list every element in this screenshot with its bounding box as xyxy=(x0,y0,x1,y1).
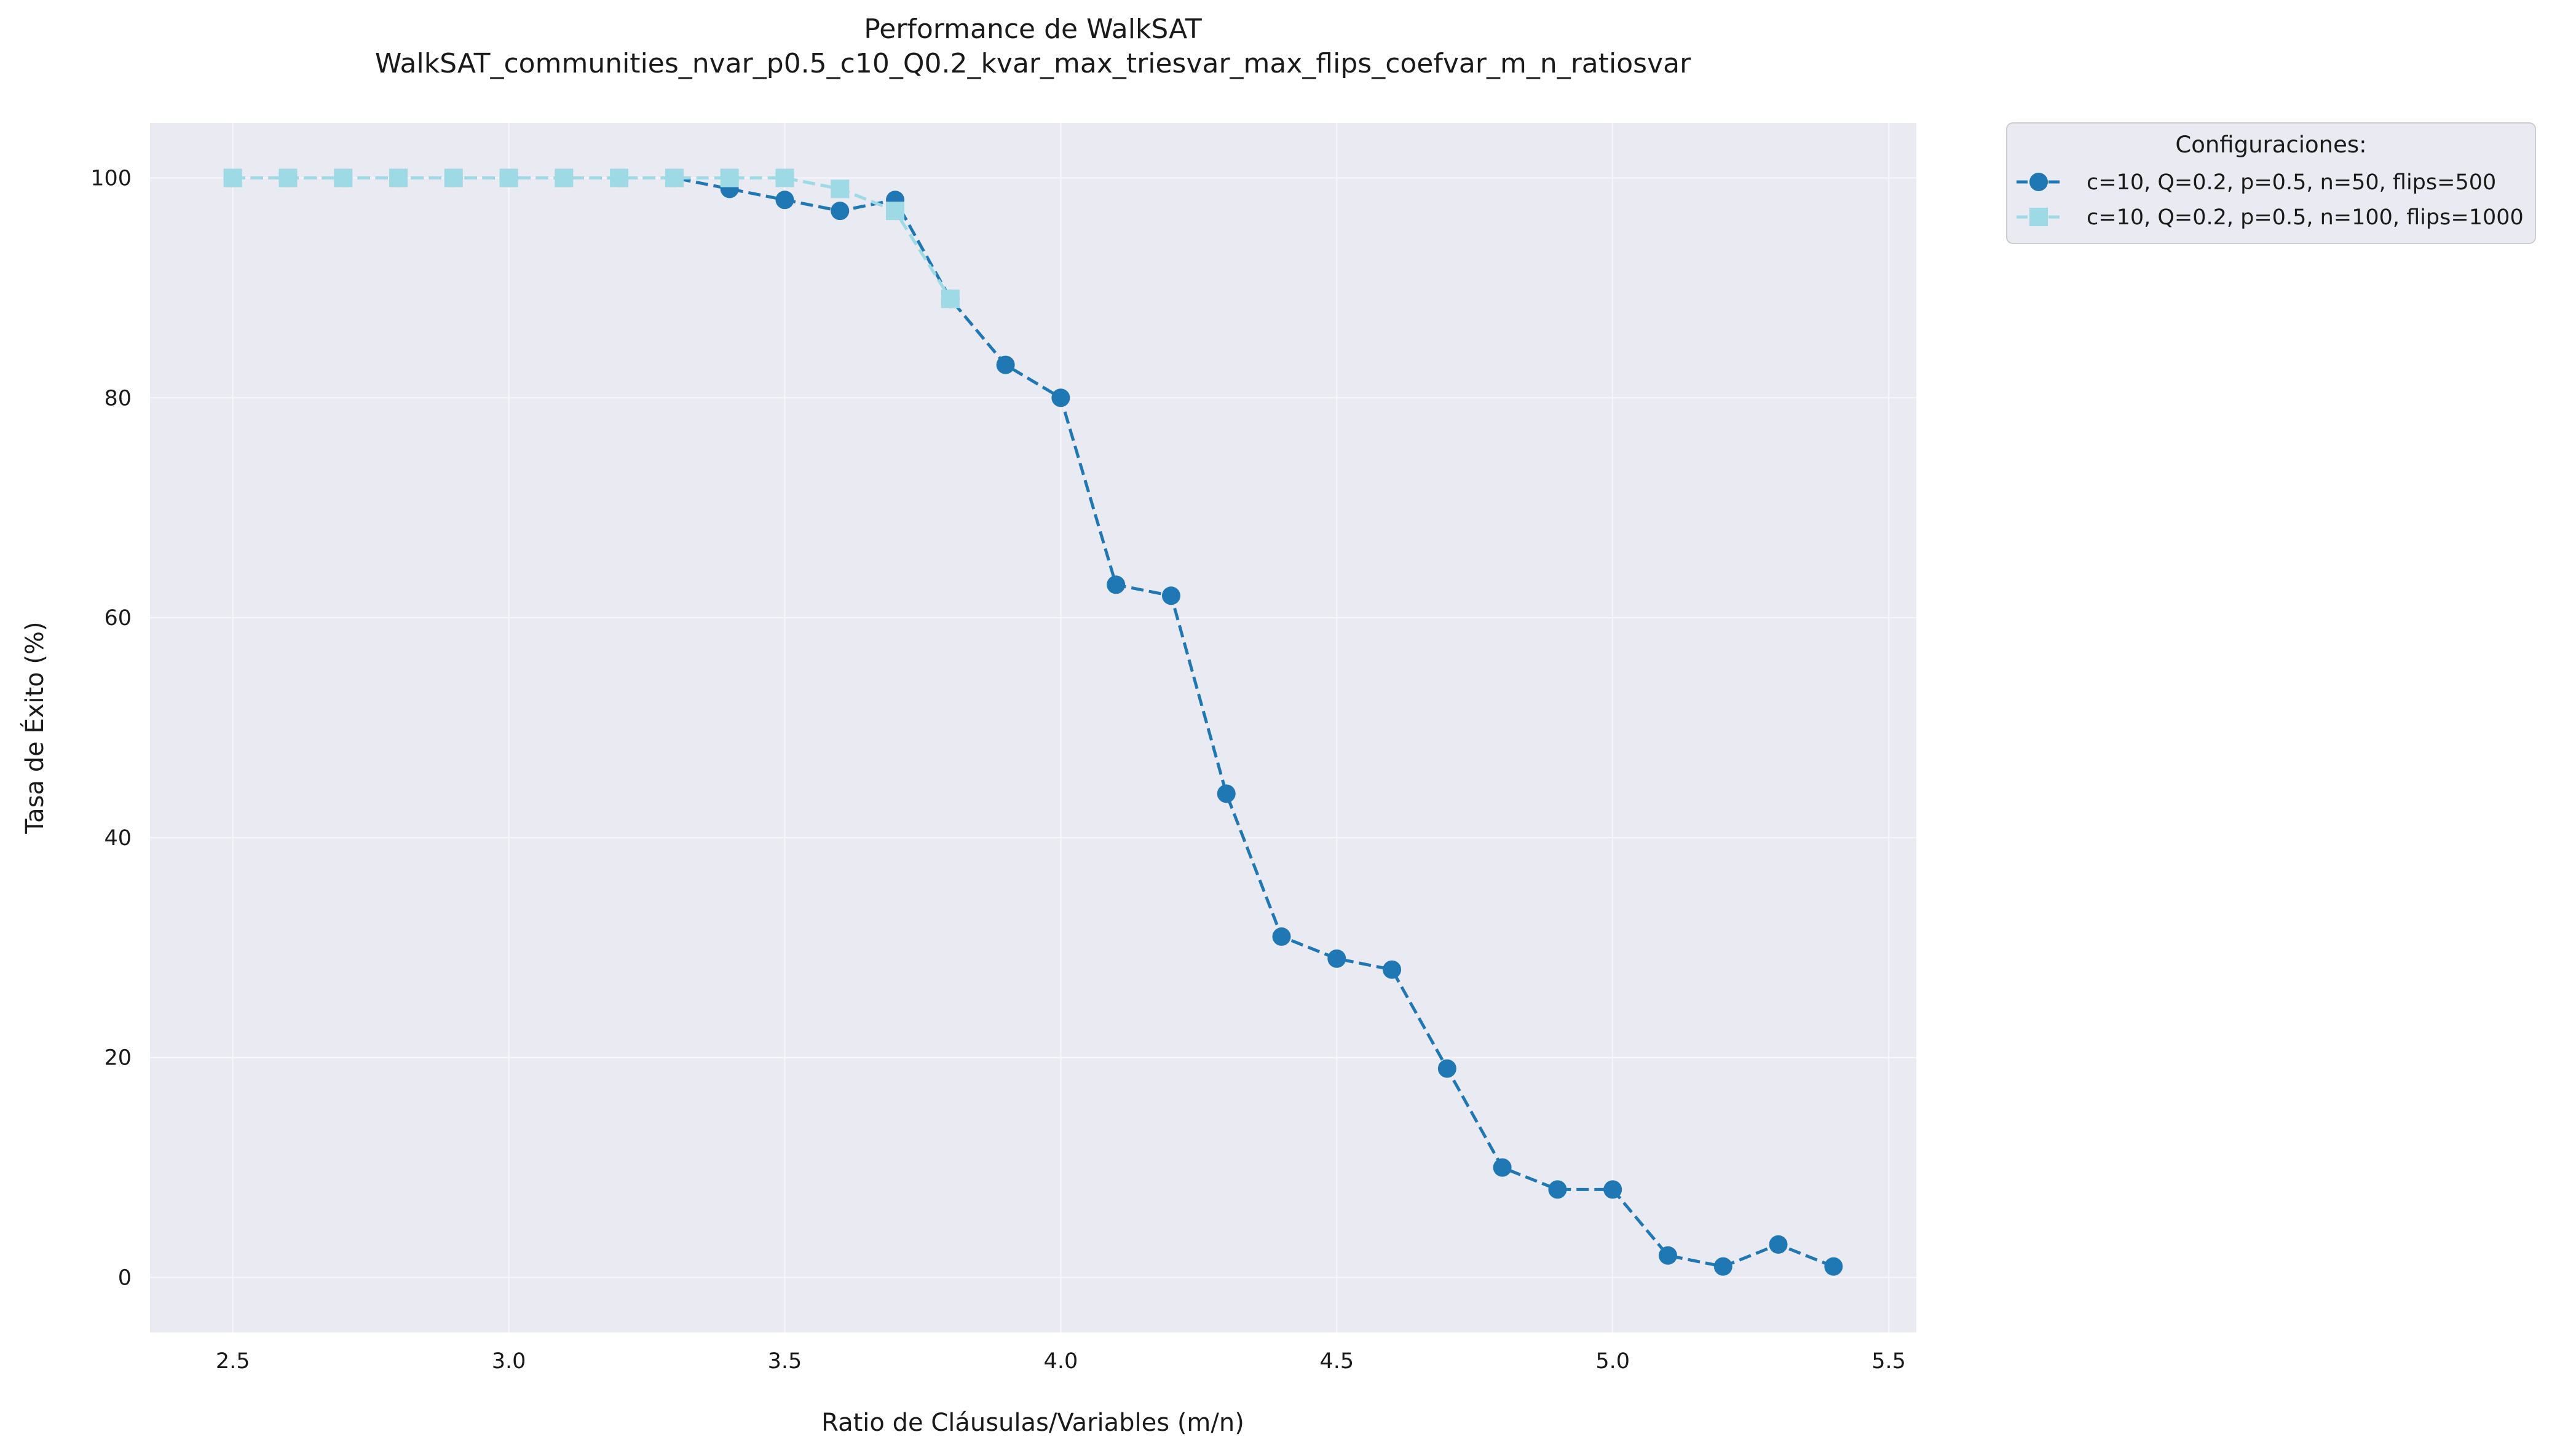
data-point xyxy=(1272,927,1291,946)
data-point xyxy=(775,191,794,210)
plot-area xyxy=(150,123,1916,1332)
x-axis-ticks: 2.5 3.0 3.5 4.0 4.5 5.0 5.5 xyxy=(216,1349,1906,1374)
x-tick-label: 2.5 xyxy=(216,1349,250,1374)
series-2 xyxy=(223,168,960,309)
data-point xyxy=(886,202,905,221)
data-point xyxy=(1824,1257,1843,1276)
data-point xyxy=(831,179,850,199)
x-tick-label: 5.0 xyxy=(1595,1349,1630,1374)
data-point xyxy=(389,168,408,187)
x-tick-label: 3.0 xyxy=(492,1349,526,1374)
data-point xyxy=(665,168,684,187)
y-axis-label: Tasa de Éxito (%) xyxy=(20,621,49,834)
data-point xyxy=(279,168,298,187)
legend-entry: c=10, Q=0.2, p=0.5, n=50, flips=500 xyxy=(2017,170,2496,195)
data-point xyxy=(1217,784,1236,803)
data-point xyxy=(1327,949,1346,968)
y-tick-label: 80 xyxy=(104,386,132,411)
legend-label: c=10, Q=0.2, p=0.5, n=100, flips=1000 xyxy=(2087,205,2524,230)
data-point xyxy=(1161,586,1180,605)
data-point xyxy=(499,168,518,187)
data-point xyxy=(1658,1246,1677,1265)
data-point xyxy=(1107,575,1126,594)
data-point xyxy=(555,168,574,187)
x-tick-label: 4.5 xyxy=(1319,1349,1354,1374)
series-layer xyxy=(223,168,1843,1276)
legend-title: Configuraciones: xyxy=(2175,132,2366,158)
data-point xyxy=(775,168,794,187)
y-tick-label: 100 xyxy=(90,166,132,191)
legend-box xyxy=(2006,122,2536,244)
data-point xyxy=(1548,1180,1567,1199)
data-point xyxy=(610,168,629,187)
data-point xyxy=(1713,1257,1732,1276)
x-tick-label: 3.5 xyxy=(768,1349,802,1374)
y-tick-label: 60 xyxy=(104,606,132,631)
data-point xyxy=(1769,1235,1788,1254)
legend-marker xyxy=(2029,208,2048,226)
data-point xyxy=(1383,960,1402,979)
data-point xyxy=(1051,388,1070,407)
x-axis-label: Ratio de Cláusulas/Variables (m/n) xyxy=(821,1409,1244,1437)
x-tick-label: 5.5 xyxy=(1871,1349,1906,1374)
data-point xyxy=(941,289,960,309)
data-point xyxy=(1603,1180,1622,1199)
data-point xyxy=(996,355,1015,374)
y-tick-label: 0 xyxy=(118,1266,132,1291)
legend-label: c=10, Q=0.2, p=0.5, n=50, flips=500 xyxy=(2087,170,2496,195)
y-tick-label: 20 xyxy=(104,1046,132,1071)
data-point xyxy=(1437,1059,1456,1078)
data-point xyxy=(444,168,463,187)
legend: Configuraciones: c=10, Q=0.2, p=0.5, n=5… xyxy=(2006,122,2536,244)
data-point xyxy=(334,168,353,187)
data-point xyxy=(223,168,242,187)
data-point xyxy=(1493,1158,1512,1177)
data-point xyxy=(720,168,739,187)
chart-subtitle: WalkSAT_communities_nvar_p0.5_c10_Q0.2_k… xyxy=(375,48,1691,79)
grid-lines xyxy=(150,123,1916,1332)
legend-entries: c=10, Q=0.2, p=0.5, n=50, flips=500 c=10,… xyxy=(2017,170,2524,230)
y-tick-label: 40 xyxy=(104,826,132,851)
y-axis-ticks: 0 20 40 60 80 100 xyxy=(90,166,132,1290)
data-point xyxy=(831,202,850,221)
legend-entry: c=10, Q=0.2, p=0.5, n=100, flips=1000 xyxy=(2017,205,2524,230)
legend-marker xyxy=(2029,173,2048,191)
chart-title: Performance de WalkSAT xyxy=(864,14,1202,45)
x-tick-label: 4.0 xyxy=(1044,1349,1078,1374)
